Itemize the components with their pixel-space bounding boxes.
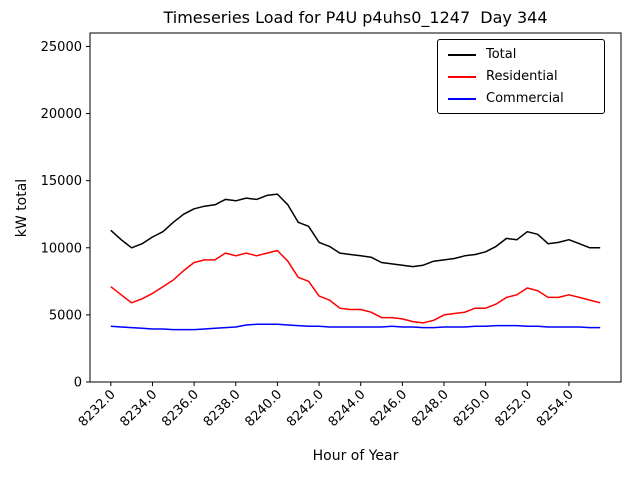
legend-entry-residential: Residential	[448, 69, 594, 84]
y-tick-label: 10000	[41, 241, 82, 256]
x-tick-label: 8254.0	[534, 387, 577, 430]
x-tick-label: 8252.0	[492, 387, 535, 430]
x-tick-label: 8250.0	[451, 387, 494, 430]
x-tick-label: 8238.0	[201, 387, 244, 430]
legend-label-residential: Residential	[486, 69, 558, 84]
legend-label-commercial: Commercial	[486, 91, 564, 106]
legend-line-sample-commercial	[448, 97, 476, 100]
axes-box	[89, 32, 622, 383]
y-tick-label: 0	[74, 376, 82, 391]
x-tick-label: 8236.0	[159, 387, 202, 430]
y-tick-label: 25000	[41, 40, 82, 55]
legend-entry-commercial: Commercial	[448, 91, 594, 106]
x-tick-label: 8248.0	[409, 387, 452, 430]
legend-label-total: Total	[486, 47, 517, 62]
legend-line-sample-residential	[448, 75, 476, 78]
y-tick-label: 20000	[41, 107, 82, 122]
chart-title: Timeseries Load for P4U p4uhs0_1247 Day …	[163, 8, 548, 27]
legend: Total Residential Commercial	[437, 39, 605, 114]
x-tick-label: 8232.0	[76, 387, 119, 430]
x-axis-label: Hour of Year	[312, 448, 399, 464]
total-line	[110, 193, 601, 268]
legend-line-sample-total	[448, 53, 476, 56]
y-tick-label: 5000	[49, 308, 82, 323]
y-axis-label: kW total	[14, 178, 30, 238]
residential-line	[110, 249, 601, 324]
legend-entry-total: Total	[448, 47, 594, 62]
x-tick-label: 8234.0	[118, 387, 161, 430]
x-tick-label: 8246.0	[367, 387, 410, 430]
commercial-line	[110, 323, 601, 331]
x-tick-label: 8244.0	[326, 387, 369, 430]
x-tick-label: 8240.0	[242, 387, 285, 430]
x-tick-label: 8242.0	[284, 387, 327, 430]
y-tick-label: 15000	[41, 174, 82, 189]
